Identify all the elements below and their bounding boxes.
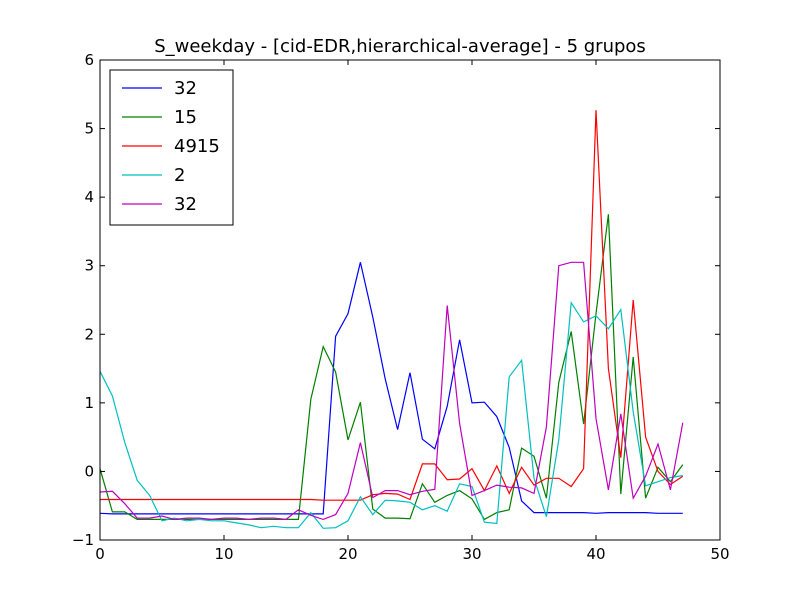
x-tick-label: 40	[586, 545, 605, 563]
legend-label: 15	[174, 107, 197, 128]
legend-label: 32	[174, 194, 197, 215]
series-line-5	[100, 261, 684, 521]
series-group	[100, 110, 684, 529]
y-tick-label: −1	[72, 531, 94, 549]
series-line-4	[100, 300, 683, 529]
x-tick-label: 20	[338, 545, 357, 563]
legend-box	[109, 69, 234, 226]
chart-title: S_weekday - [cid-EDR,hierarchical-averag…	[154, 36, 646, 57]
x-tick-label: 30	[462, 545, 481, 563]
y-tick-label: 2	[84, 325, 94, 343]
y-tick-label: 1	[84, 394, 94, 412]
x-tick-label: 10	[214, 545, 233, 563]
plot-frame	[99, 59, 721, 541]
legend-label: 2	[174, 165, 185, 186]
y-tick-label: 4	[84, 188, 94, 206]
y-tick-label: 6	[84, 51, 94, 69]
y-tick-label: 3	[84, 257, 94, 275]
x-tick-label: 50	[710, 545, 729, 563]
series-line-3	[100, 110, 684, 501]
legend-label: 32	[174, 78, 197, 99]
series-line-1	[100, 262, 683, 515]
y-tick-label: 0	[84, 462, 94, 480]
x-tick-label: 0	[95, 545, 105, 563]
legend: 32 15 4915 2 32	[109, 69, 234, 226]
y-tick-label: 5	[84, 120, 94, 138]
series-line-2	[100, 214, 684, 521]
legend-label: 4915	[174, 136, 220, 157]
